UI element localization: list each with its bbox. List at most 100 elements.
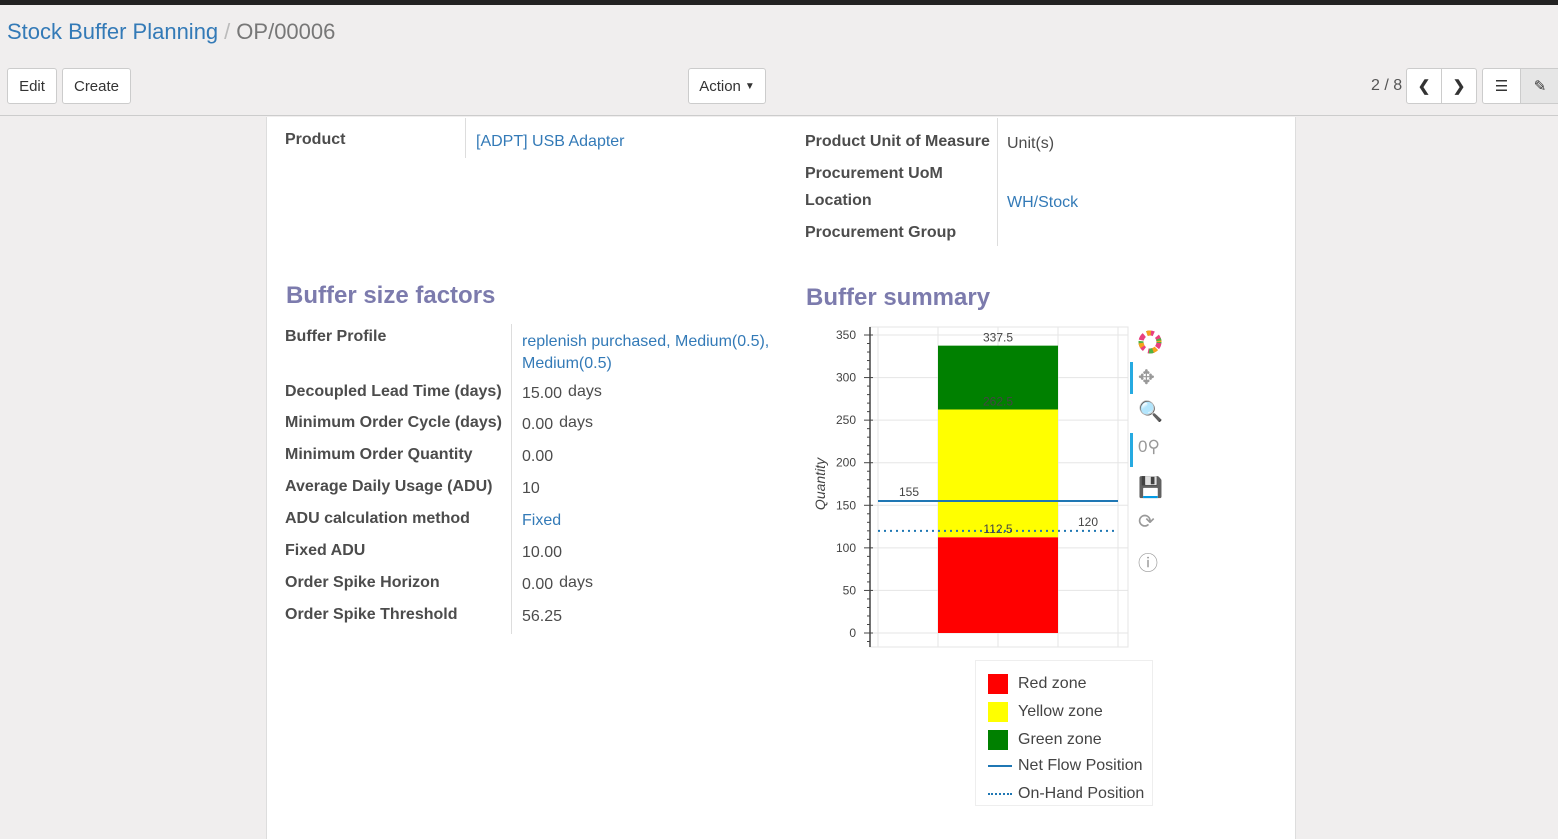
y-tick-label: 0	[849, 626, 856, 640]
legend-label: On-Hand Position	[1018, 785, 1145, 802]
factor-label: ADU calculation method	[285, 510, 470, 527]
create-button[interactable]: Create	[62, 68, 131, 104]
breadcrumb-parent[interactable]: Stock Buffer Planning	[7, 19, 219, 44]
legend-on-hand: On-Hand Position	[988, 785, 1144, 803]
factor-value-text: replenish purchased, Medium(0.5),	[522, 333, 770, 350]
factor-value: 0.00	[522, 448, 553, 466]
factor-value-text: 56.25	[522, 608, 563, 625]
segment-data-label: 337.5	[983, 331, 1013, 345]
legend-swatch	[988, 765, 1012, 767]
bar-segment-green-zone	[938, 345, 1058, 410]
product-link[interactable]: [ADPT] USB Adapter	[476, 133, 625, 150]
uom-label: Product Unit of Measure	[805, 133, 990, 150]
legend-green-zone: Green zone	[988, 730, 1102, 750]
factor-label: Buffer Profile	[285, 328, 387, 345]
edit-button[interactable]: Edit	[7, 68, 57, 104]
factor-value-text: 0.00	[522, 416, 554, 433]
segment-data-label: 112.5	[983, 522, 1012, 536]
chart-legend: Red zone Yellow zone Green zone Net Flow…	[975, 660, 1153, 806]
bar-segment-yellow-zone	[938, 409, 1058, 538]
factor-value-text: 15.00	[522, 385, 563, 402]
wheel-zoom-tool-icon[interactable]: 0⚲	[1138, 437, 1160, 456]
active-tool-indicator	[1130, 433, 1133, 467]
legend-swatch	[988, 730, 1008, 750]
factor-value-text: 10	[522, 480, 540, 497]
y-tick-label: 50	[843, 583, 857, 597]
uom-value: Unit(s)	[1007, 135, 1055, 152]
reset-tool-icon[interactable]: ⟳	[1138, 511, 1155, 533]
chevron-right-icon: ❯	[1452, 78, 1466, 95]
bar-segment-red-zone	[938, 537, 1058, 633]
factor-value[interactable]: replenish purchased, Medium(0.5), Medium(…	[522, 331, 769, 375]
y-tick-label: 150	[836, 498, 856, 512]
factor-label: Fixed ADU	[285, 542, 366, 559]
factor-value: 0.00 days	[522, 414, 593, 434]
action-dropdown[interactable]: Action ▼	[688, 68, 766, 104]
factor-unit: days	[568, 383, 602, 400]
legend-net-flow: Net Flow Position	[988, 757, 1143, 775]
product-label: Product	[285, 131, 346, 148]
legend-label: Yellow zone	[1018, 703, 1103, 720]
edit-icon: ✎	[1533, 78, 1547, 95]
legend-red-zone: Red zone	[988, 674, 1087, 694]
breadcrumb: Stock Buffer Planning / OP/00006	[7, 19, 335, 45]
buffer-factors-title: Buffer size factors	[286, 282, 496, 309]
y-tick-label: 250	[836, 413, 856, 427]
control-panel	[0, 5, 1558, 116]
factor-label: Decoupled Lead Time (days)	[285, 383, 502, 400]
factor-label: Order Spike Threshold	[285, 606, 458, 623]
factor-value[interactable]: Fixed	[522, 512, 561, 530]
active-tool-indicator	[1130, 362, 1133, 394]
legend-label: Green zone	[1018, 731, 1102, 748]
segment-data-label: 262.5	[983, 395, 1013, 409]
factor-label: Minimum Order Cycle (days)	[285, 414, 502, 431]
y-axis-label: Quantity	[812, 457, 828, 510]
chevron-left-icon: ❮	[1417, 78, 1431, 95]
procurement-group-label: Procurement Group	[805, 224, 957, 241]
next-record-button[interactable]: ❯	[1441, 68, 1477, 104]
action-label: Action	[699, 77, 741, 95]
procurement-uom-label: Procurement UoM	[805, 165, 943, 182]
legend-label: Net Flow Position	[1018, 757, 1143, 774]
legend-swatch	[988, 674, 1008, 694]
factor-unit: days	[559, 414, 593, 431]
breadcrumb-separator: /	[224, 19, 231, 44]
breadcrumb-current: OP/00006	[236, 19, 336, 44]
factor-label: Average Daily Usage (ADU)	[285, 478, 493, 495]
list-icon: ☰	[1494, 78, 1509, 95]
divider	[511, 324, 512, 634]
divider	[465, 118, 466, 158]
factor-unit: days	[559, 574, 593, 591]
y-tick-label: 350	[836, 328, 856, 342]
top-navbar	[0, 0, 1558, 5]
factor-value-text: Medium(0.5)	[522, 355, 612, 372]
save-tool-icon[interactable]: 💾	[1138, 477, 1163, 499]
factor-value-text: 10.00	[522, 544, 563, 561]
location-link[interactable]: WH/Stock	[1007, 194, 1079, 211]
legend-yellow-zone: Yellow zone	[988, 702, 1103, 722]
factor-value: 0.00 days	[522, 574, 593, 594]
location-label: Location	[805, 192, 872, 209]
line-data-label: 120	[1078, 515, 1098, 529]
pager-value: 2 / 8	[1371, 77, 1403, 94]
factor-label: Minimum Order Quantity	[285, 446, 473, 463]
factor-value: 10.00	[522, 544, 562, 562]
y-tick-label: 100	[836, 541, 856, 555]
box-zoom-tool-icon[interactable]: 🔍	[1138, 401, 1163, 423]
factor-value-text: Fixed	[522, 512, 562, 529]
help-icon[interactable]: ⓘ	[1138, 553, 1158, 575]
divider	[997, 118, 998, 246]
previous-record-button[interactable]: ❮	[1406, 68, 1442, 104]
buffer-summary-title: Buffer summary	[806, 284, 991, 311]
list-view-button[interactable]: ☰	[1482, 68, 1521, 104]
bokeh-logo-icon[interactable]	[1138, 330, 1162, 360]
form-view-button[interactable]: ✎	[1520, 68, 1558, 104]
caret-down-icon: ▼	[744, 80, 755, 92]
y-tick-label: 200	[836, 456, 856, 470]
factor-value-text: 0.00	[522, 448, 554, 465]
factor-value-text: 0.00	[522, 576, 554, 593]
factor-value: 10	[522, 480, 540, 498]
pan-tool-icon[interactable]: ✥	[1138, 367, 1155, 389]
legend-label: Red zone	[1018, 675, 1087, 692]
factor-value: 15.00 days	[522, 383, 602, 403]
